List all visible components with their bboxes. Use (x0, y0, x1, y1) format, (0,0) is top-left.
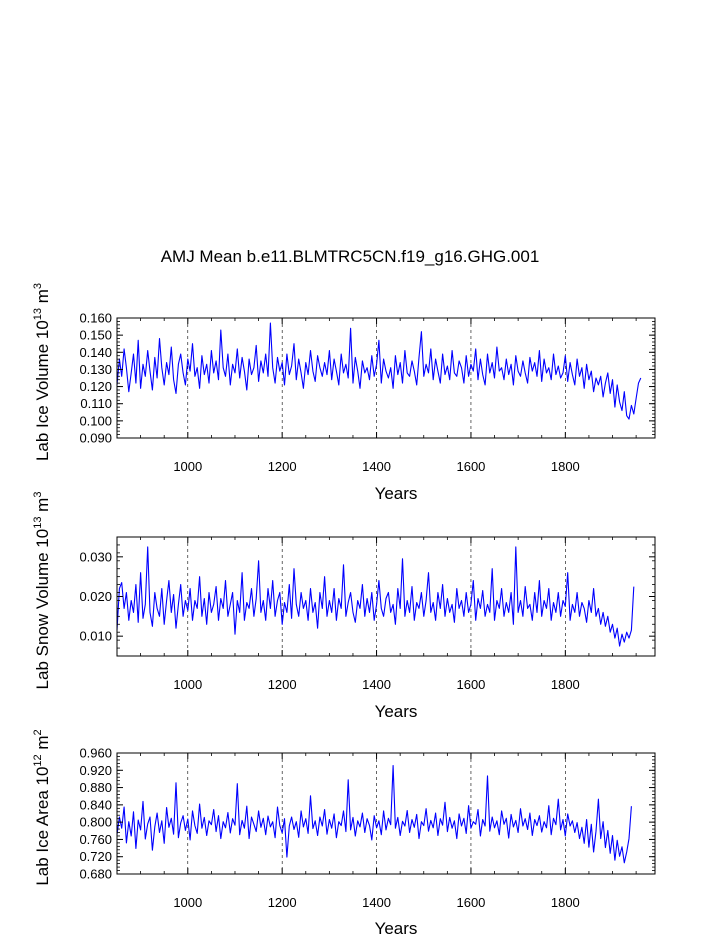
y-tick-label: 0.010 (79, 629, 112, 644)
y-tick-label: 0.920 (79, 763, 112, 778)
x-tick-label: 1800 (551, 459, 580, 474)
x-tick-label: 1400 (362, 677, 391, 692)
x-tick-label: 1400 (362, 459, 391, 474)
y-label-text: Lab Snow Volume 10 (33, 529, 52, 690)
y-tick-label: 0.960 (79, 746, 112, 761)
x-tick-label: 1800 (551, 895, 580, 910)
y-tick-label: 0.880 (79, 780, 112, 795)
y-tick-label: 0.160 (79, 311, 112, 326)
plot-frame (116, 752, 656, 875)
x-tick-label: 1000 (173, 677, 202, 692)
plot-frame (116, 317, 656, 439)
chart-panel-2: 1000 1200 1400 1600 1800 0.010 0.020 0.030 Years… (32, 492, 656, 721)
y-label-text: m (33, 498, 52, 517)
x-axis-label: Years (375, 484, 418, 503)
y-tick-label: 0.020 (79, 589, 112, 604)
y-label-text: Lab Ice Volume 10 (33, 320, 52, 461)
y-label-superscript: 2 (32, 729, 44, 735)
y-tick-label: 0.110 (80, 396, 112, 411)
y-axis-label: Lab Ice Area 1012 m2 (32, 729, 52, 885)
x-tick-label: 1200 (268, 677, 297, 692)
y-label-text: m (33, 289, 52, 308)
y-tick-label: 0.840 (79, 797, 112, 812)
series-line-lab-ice-volume (116, 322, 642, 420)
chart-panel-3: 1000 1200 1400 1600 1800 0.680 0.720 0.760 0.800… (32, 729, 656, 935)
y-tick-label: 0.680 (79, 867, 112, 882)
x-tick-label: 1800 (551, 677, 580, 692)
y-label-superscript: 13 (32, 517, 44, 529)
x-tick-label: 1200 (268, 459, 297, 474)
y-tick-label: 0.030 (79, 549, 112, 564)
y-label-text: m (33, 735, 52, 754)
y-axis-label: Lab Snow Volume 1013 m3 (32, 492, 52, 690)
chart-panel-1: 1000 1200 1400 1600 1800 0.090 0.100 0.110 0.120… (32, 283, 656, 503)
series-line-lab-ice-area (116, 764, 632, 864)
y-tick-label: 0.120 (79, 379, 112, 394)
x-axis-label: Years (375, 702, 418, 721)
x-tick-label: 1400 (362, 895, 391, 910)
x-tick-label: 1000 (173, 459, 202, 474)
y-tick-label: 0.100 (79, 413, 112, 428)
y-tick-label: 0.140 (79, 345, 112, 360)
y-axis-label: Lab Ice Volume 1013 m3 (32, 283, 52, 461)
x-tick-label: 1600 (456, 895, 485, 910)
figure-title: AMJ Mean b.e11.BLMTRC5CN.f19_g16.GHG.001 (160, 247, 540, 266)
x-tick-label: 1600 (456, 677, 485, 692)
x-axis-label: Years (375, 919, 418, 935)
y-label-superscript: 12 (32, 754, 44, 766)
y-label-superscript: 13 (32, 308, 44, 320)
x-tick-label: 1600 (456, 459, 485, 474)
x-tick-label: 1000 (173, 895, 202, 910)
y-label-superscript: 3 (32, 492, 44, 498)
y-tick-label: 0.800 (79, 815, 112, 830)
y-label-superscript: 3 (32, 283, 44, 289)
y-tick-label: 0.130 (79, 362, 112, 377)
series-line-lab-snow-volume (116, 546, 635, 647)
y-tick-label: 0.760 (79, 832, 112, 847)
y-label-text: Lab Ice Area 10 (33, 767, 52, 886)
y-tick-label: 0.150 (79, 328, 112, 343)
y-tick-label: 0.090 (79, 431, 112, 446)
x-tick-label: 1200 (268, 895, 297, 910)
y-tick-label: 0.720 (79, 849, 112, 864)
